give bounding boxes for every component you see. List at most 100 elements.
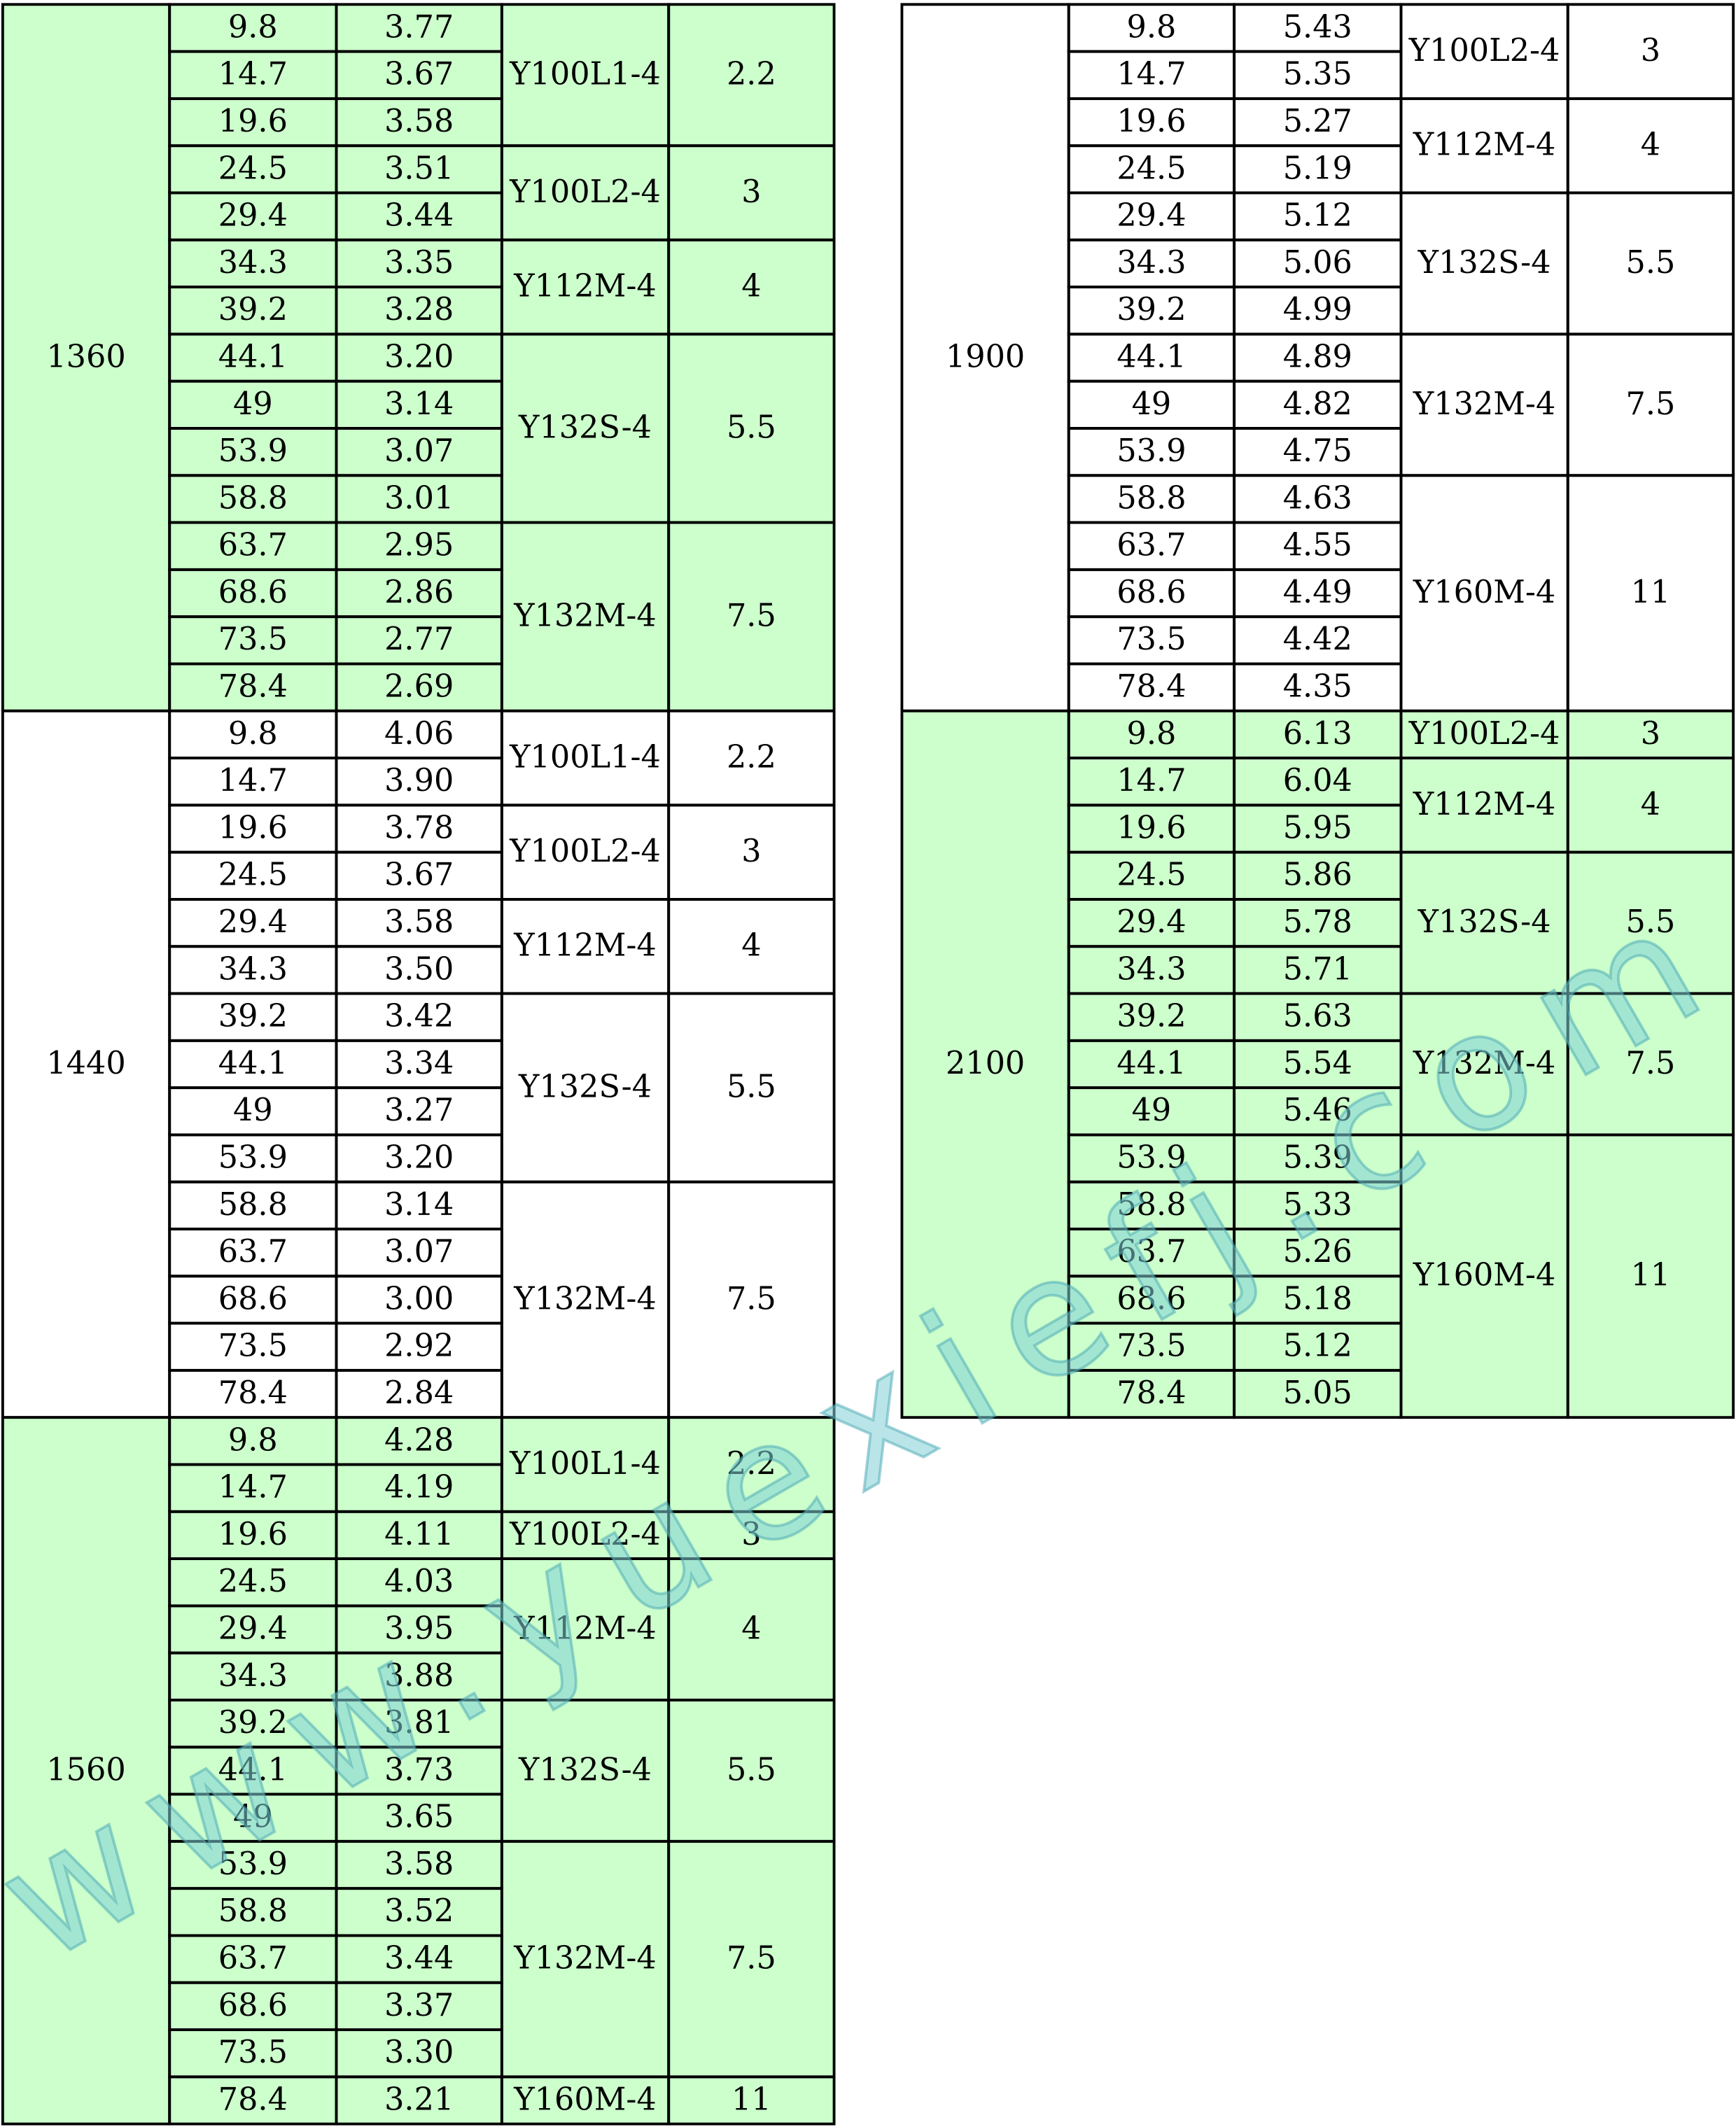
- motor-power: 2.2: [727, 738, 776, 775]
- pressure: 39.2: [218, 291, 288, 328]
- flow: 3.20: [384, 1139, 454, 1175]
- group-background: [902, 4, 1734, 711]
- flow: 4.49: [1283, 574, 1352, 610]
- motor-power: 7.5: [1626, 386, 1676, 422]
- motor-power: 11: [732, 2081, 771, 2117]
- motor-power: 3: [1641, 715, 1660, 752]
- flow: 4.03: [384, 1563, 454, 1599]
- motor-power: 2.2: [727, 1445, 776, 1482]
- pressure: 29.4: [1116, 904, 1186, 940]
- group-background: [2, 4, 834, 711]
- flow: 2.95: [384, 527, 454, 563]
- group-background: [902, 710, 1734, 1418]
- flow: 5.46: [1283, 1092, 1352, 1128]
- flow: 3.01: [384, 479, 454, 516]
- motor-model: Y132S-4: [518, 409, 652, 445]
- pressure: 49: [1132, 1092, 1172, 1128]
- motor-power: 3: [741, 833, 761, 869]
- flow: 3.14: [384, 386, 454, 422]
- cell: [1566, 1133, 1735, 1419]
- motor-power: 4: [741, 927, 761, 964]
- pressure: 78.4: [1116, 668, 1186, 705]
- flow: 3.20: [384, 338, 454, 374]
- flow: 5.06: [1283, 244, 1352, 281]
- pressure: 68.6: [218, 1280, 288, 1317]
- flow: 3.27: [384, 1092, 454, 1128]
- pressure: 39.2: [1116, 291, 1186, 328]
- motor-model: Y132S-4: [518, 1069, 652, 1105]
- pressure: 58.8: [1116, 479, 1186, 516]
- motor-model: Y132M-4: [1413, 1045, 1555, 1081]
- flow: 4.19: [384, 1469, 454, 1505]
- pressure: 9.8: [1127, 715, 1177, 752]
- motor-power: 4: [741, 1610, 761, 1646]
- flow: 4.35: [1283, 668, 1352, 705]
- motor-power: 11: [1631, 1257, 1671, 1293]
- pressure: 53.9: [1116, 433, 1186, 469]
- speed: 1900: [946, 338, 1025, 374]
- pressure: 49: [1132, 386, 1172, 422]
- motor-power: 5.5: [727, 409, 776, 445]
- pressure: 73.5: [1116, 1328, 1186, 1364]
- flow: 5.18: [1283, 1280, 1352, 1317]
- motor-model: Y100L2-4: [509, 833, 661, 869]
- speed: 1440: [46, 1045, 125, 1081]
- motor-power: 11: [1631, 574, 1671, 610]
- flow: 3.21: [384, 2081, 454, 2117]
- pressure: 68.6: [1116, 574, 1186, 610]
- flow: 4.11: [384, 1516, 454, 1552]
- pressure: 73.5: [218, 1328, 288, 1364]
- pressure: 58.8: [218, 479, 288, 516]
- flow: 6.04: [1283, 762, 1352, 799]
- flow: 2.92: [384, 1328, 454, 1364]
- pressure: 68.6: [218, 1987, 288, 2023]
- motor-power: 7.5: [727, 598, 776, 634]
- motor-model: Y160M-4: [513, 2081, 656, 2117]
- motor-model: Y132M-4: [513, 1940, 656, 1977]
- pressure: 78.4: [218, 668, 288, 705]
- pressure: 14.7: [218, 1469, 288, 1505]
- motor-power: 5.5: [1626, 904, 1676, 940]
- flow: 3.51: [384, 150, 454, 186]
- speed: 2100: [946, 1045, 1025, 1081]
- pressure: 49: [233, 1799, 273, 1835]
- cell: [667, 2075, 836, 2126]
- pressure: 49: [233, 386, 273, 422]
- pressure: 24.5: [1116, 150, 1186, 186]
- speed: 1560: [46, 1751, 125, 1788]
- flow: 3.50: [384, 950, 454, 987]
- flow: 3.65: [384, 1799, 454, 1835]
- motor-power: 3: [741, 1516, 761, 1552]
- pressure: 78.4: [1116, 1375, 1186, 1411]
- flow: 5.86: [1283, 857, 1352, 893]
- pressure: 19.6: [1116, 103, 1186, 139]
- flow: 6.13: [1283, 715, 1352, 752]
- pressure: 24.5: [1116, 857, 1186, 893]
- pressure: 63.7: [1116, 1233, 1186, 1270]
- flow: 3.81: [384, 1704, 454, 1741]
- motor-model: Y132M-4: [1413, 386, 1555, 422]
- pressure: 68.6: [218, 574, 288, 610]
- pressure: 39.2: [218, 1704, 288, 1741]
- motor-power: 7.5: [727, 1280, 776, 1317]
- flow: 3.58: [384, 103, 454, 139]
- pressure: 73.5: [218, 2034, 288, 2070]
- pressure: 29.4: [1116, 197, 1186, 234]
- pressure: 34.3: [218, 244, 288, 281]
- motor-model: Y100L1-4: [509, 56, 661, 92]
- pressure: 63.7: [1116, 527, 1186, 563]
- speed: 1360: [46, 338, 125, 374]
- pressure: 68.6: [1116, 1280, 1186, 1317]
- flow: 3.07: [384, 1233, 454, 1270]
- flow: 3.95: [384, 1610, 454, 1646]
- flow: 3.34: [384, 1045, 454, 1081]
- motor-model: Y132M-4: [513, 598, 656, 634]
- pressure: 44.1: [218, 1751, 288, 1788]
- flow: 3.14: [384, 1186, 454, 1223]
- flow: 4.82: [1283, 386, 1352, 422]
- flow: 2.86: [384, 574, 454, 610]
- pressure: 53.9: [218, 1139, 288, 1175]
- pressure: 53.9: [218, 433, 288, 469]
- motor-model: Y112M-4: [1413, 786, 1555, 822]
- tables: 1360 9.8 3.77 14.7 3.67 19.6 3.58 Y100L1-4 2.2 24…: [1, 3, 1735, 2126]
